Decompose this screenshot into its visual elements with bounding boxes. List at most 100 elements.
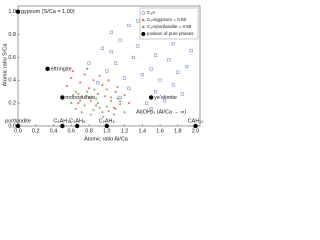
point bbox=[70, 102, 73, 105]
phase-label: ye'elimite bbox=[154, 95, 177, 101]
point bbox=[83, 104, 86, 107]
point bbox=[79, 81, 82, 84]
x-tick-label: 0.6 bbox=[67, 128, 75, 134]
phase-label: ettringite bbox=[51, 66, 72, 72]
point bbox=[118, 99, 122, 102]
point bbox=[154, 53, 158, 57]
point bbox=[112, 113, 115, 116]
point bbox=[87, 87, 91, 90]
point bbox=[127, 102, 131, 105]
legend-symbol bbox=[142, 18, 145, 22]
point bbox=[79, 99, 82, 102]
point bbox=[118, 95, 122, 99]
point bbox=[74, 90, 77, 93]
point bbox=[95, 97, 98, 100]
x-tick-label: 1.0 bbox=[103, 128, 111, 134]
pure-phase bbox=[15, 123, 21, 129]
x-tick-label: 0.2 bbox=[32, 128, 40, 134]
legend: C₃A C₃A/gypsum = 0.88 C₃A/portlandite = 0.… bbox=[139, 7, 199, 40]
legend-symbol bbox=[141, 11, 145, 15]
point bbox=[122, 76, 127, 80]
point bbox=[127, 23, 131, 27]
point bbox=[98, 106, 101, 109]
point bbox=[103, 95, 107, 98]
legend-label: position of pure phases bbox=[147, 31, 194, 36]
x-tick-label: 1.8 bbox=[174, 128, 182, 134]
phase-label: C₄AH₁₃ bbox=[53, 118, 71, 124]
y-tick-label: 0.0 bbox=[8, 123, 16, 129]
point bbox=[101, 83, 104, 86]
point bbox=[158, 78, 162, 82]
point bbox=[98, 74, 101, 77]
plot-frame bbox=[17, 5, 201, 127]
point bbox=[105, 88, 108, 91]
y-tick-label: 1.0 bbox=[8, 9, 16, 15]
pure-phase bbox=[148, 95, 154, 100]
point bbox=[136, 19, 140, 23]
point bbox=[96, 102, 100, 105]
point bbox=[87, 61, 91, 65]
point bbox=[102, 115, 105, 118]
x-axis-label: Atomic ratio Al/Ca bbox=[84, 136, 129, 142]
y-tick-label: 0.8 bbox=[8, 32, 16, 38]
point bbox=[114, 107, 117, 110]
point bbox=[83, 73, 86, 76]
point bbox=[96, 92, 100, 96]
legend-box bbox=[139, 7, 199, 40]
point bbox=[145, 101, 149, 105]
point bbox=[114, 61, 118, 65]
point bbox=[95, 104, 98, 107]
phase-label: portlandite bbox=[5, 118, 31, 124]
point bbox=[109, 50, 113, 54]
point bbox=[116, 86, 119, 89]
point bbox=[107, 110, 110, 113]
point bbox=[110, 99, 113, 102]
point bbox=[118, 38, 122, 42]
chart: Atomic ratio Al/Ca Atomic ratio S/Ca 0.0… bbox=[2, 5, 204, 142]
phase-label: C₃AH₆ bbox=[69, 118, 85, 124]
x-tick-label: 1.6 bbox=[156, 128, 164, 134]
point bbox=[77, 102, 80, 105]
point bbox=[100, 46, 104, 50]
point bbox=[86, 90, 89, 93]
pure-phase bbox=[104, 123, 109, 129]
pure-phase bbox=[193, 123, 198, 129]
point bbox=[92, 79, 95, 82]
x-tick-label: 0.4 bbox=[50, 128, 58, 134]
point bbox=[105, 69, 109, 73]
x-tick-label: 1.4 bbox=[138, 128, 146, 134]
point bbox=[86, 67, 89, 70]
annotation: Al(OH)₃ (Al/Ca → ∞) bbox=[136, 110, 186, 116]
point bbox=[149, 107, 153, 111]
y-tick-label: 0.4 bbox=[8, 78, 16, 84]
legend-label: C₃A/portlandite = 0.88 bbox=[147, 24, 192, 29]
point bbox=[89, 113, 92, 116]
point bbox=[162, 99, 167, 103]
point bbox=[74, 107, 77, 110]
x-tick-label: 2.0 bbox=[192, 128, 200, 134]
point bbox=[70, 76, 73, 80]
point bbox=[80, 95, 84, 98]
point bbox=[154, 90, 158, 94]
legend-label: C₃A bbox=[147, 10, 155, 15]
legend-symbol bbox=[142, 25, 145, 29]
phase-label: C₂AH₈ bbox=[99, 118, 115, 124]
point bbox=[131, 55, 135, 59]
legend-label: C₃A/gypsum = 0.88 bbox=[147, 17, 186, 22]
point bbox=[176, 70, 180, 74]
point bbox=[101, 111, 104, 114]
point bbox=[71, 70, 75, 73]
point bbox=[149, 67, 153, 71]
phase-label: CAH₁₀ bbox=[188, 118, 204, 124]
point bbox=[180, 92, 184, 96]
point bbox=[89, 99, 92, 102]
point bbox=[171, 83, 175, 87]
x-tick-label: 1.2 bbox=[121, 128, 129, 134]
point bbox=[65, 84, 68, 88]
point bbox=[140, 73, 144, 77]
x-tick-label: 0.0 bbox=[14, 128, 22, 134]
point bbox=[107, 79, 110, 82]
point bbox=[185, 65, 189, 69]
point bbox=[112, 106, 115, 109]
point bbox=[167, 58, 171, 62]
